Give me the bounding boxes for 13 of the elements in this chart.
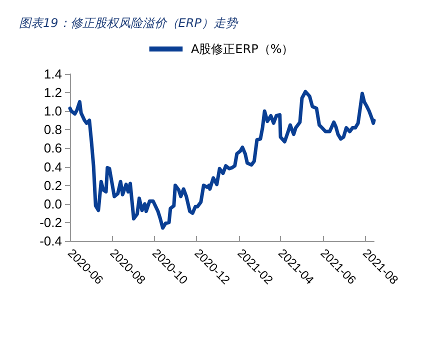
y-tick-label: 1.0 [44, 104, 62, 119]
chart-title: 图表19：修正股权风险溢价（ERP）走势 [19, 16, 238, 30]
y-tick-label: 0.2 [44, 178, 62, 193]
y-tick-label: -0.2 [40, 214, 62, 230]
line-series [68, 90, 376, 230]
y-tick-label: 1.2 [44, 85, 62, 100]
y-tick-label: 0.8 [44, 122, 62, 138]
legend-label: A股修正ERP（%） [190, 42, 294, 56]
y-tick-label: -0.4 [40, 234, 62, 248]
y-tick-label: 0.6 [44, 140, 62, 156]
y-tick-label: 1.4 [44, 66, 62, 82]
y-tick-label: 0.4 [44, 159, 62, 174]
y-tick-label: 0.0 [44, 196, 62, 212]
